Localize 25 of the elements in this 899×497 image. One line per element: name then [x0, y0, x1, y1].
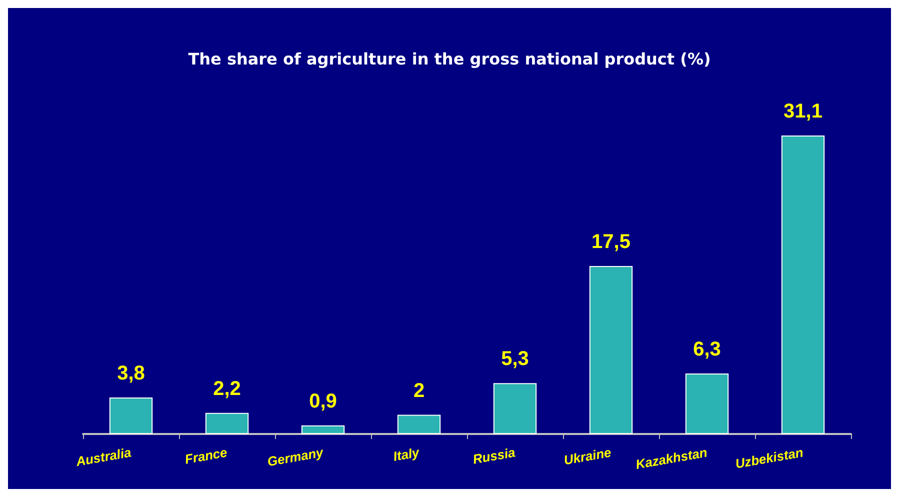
- x-tick-label: Italy: [392, 444, 422, 464]
- data-label: 2,2: [213, 378, 241, 400]
- bar: [493, 383, 537, 434]
- bar: [205, 412, 249, 434]
- data-label: 5,3: [501, 348, 529, 370]
- bar: [301, 425, 345, 434]
- data-label: 3,8: [117, 362, 145, 385]
- x-tick-label: Australia: [74, 444, 132, 470]
- bar: [397, 414, 441, 434]
- data-label: 2: [413, 380, 425, 402]
- x-tick-label: Uzbekistan: [734, 444, 804, 472]
- x-tick-label: France: [184, 444, 228, 467]
- bar: [589, 266, 633, 434]
- bar: [781, 135, 825, 434]
- data-label: 31,1: [784, 100, 822, 122]
- data-label: 0,9: [309, 390, 337, 412]
- bar: [685, 374, 729, 434]
- chart-title: The share of agriculture in the gross national product (%): [188, 50, 711, 68]
- x-tick-label: Ukraine: [562, 444, 612, 468]
- x-tick-label: Germany: [266, 444, 326, 470]
- data-label: 17,5: [592, 231, 630, 253]
- x-tick-label: Kazakhstan: [634, 444, 708, 472]
- x-tick-label: Russia: [472, 444, 516, 467]
- data-label: 6,3: [693, 338, 721, 361]
- bar: [109, 398, 153, 434]
